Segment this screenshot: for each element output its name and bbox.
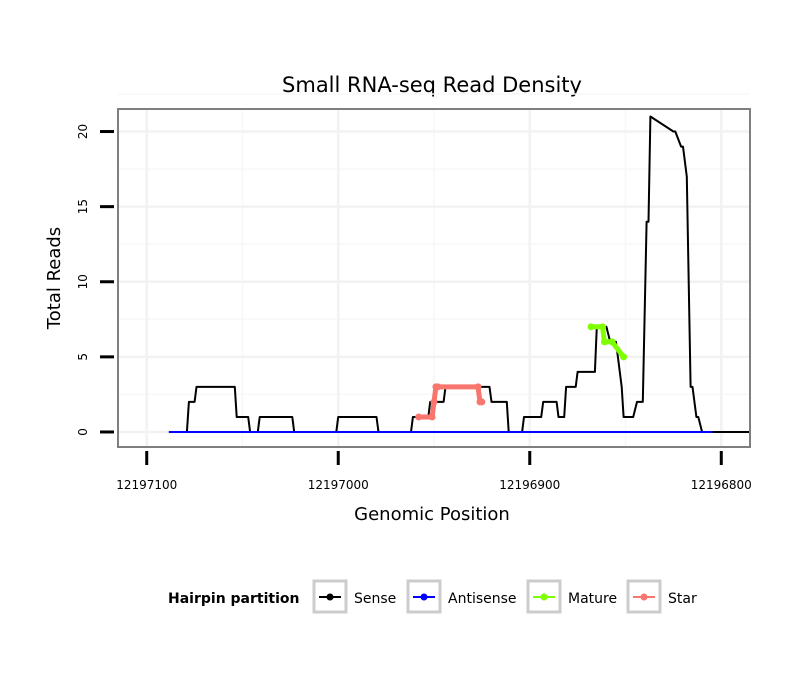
series-layer [168,115,751,433]
y-tick-label: 15 [76,199,90,214]
mature-point [587,323,595,331]
legend-label-sense: Sense [354,591,396,607]
y-tick-label: 20 [76,124,90,139]
y-axis-title: Total Reads [44,227,65,330]
y-tick-label: 0 [76,428,90,436]
legend-label-mature: Mature [568,591,617,607]
legend-key-point-star [640,593,648,601]
legend-key-point-sense [326,593,334,601]
x-tick-label: 12197100 [116,478,177,492]
mature-point [620,353,628,361]
x-tick-label: 12196900 [499,478,560,492]
legend: Hairpin partition Sense Antisense Mature St… [168,579,697,614]
legend-key-point-antisense [420,593,428,601]
x-tick-label: 12197000 [308,478,369,492]
legend-key-point-mature [540,593,548,601]
star-point [415,413,423,421]
mature-point [608,338,616,346]
mature-point [600,338,608,346]
star-point [474,383,482,391]
axis-layer: 0 5 10 15 20 12197100 12197000 12196900 12196800 [76,124,752,492]
x-tick-label: 12196800 [691,478,752,492]
star-point [478,398,486,406]
legend-label-star: Star [668,591,697,607]
mature-point [599,323,607,331]
star-point [434,383,442,391]
star-point [430,398,438,406]
chart-title: Small RNA-seq Read Density [282,73,582,97]
legend-label-antisense: Antisense [448,591,517,607]
legend-title: Hairpin partition [168,591,299,607]
star-point [428,413,436,421]
x-axis-title: Genomic Position [354,504,510,525]
y-tick-label: 5 [76,353,90,361]
y-tick-label: 10 [76,274,90,289]
plot-panel-border [117,108,751,448]
sense-series-line [168,115,751,433]
